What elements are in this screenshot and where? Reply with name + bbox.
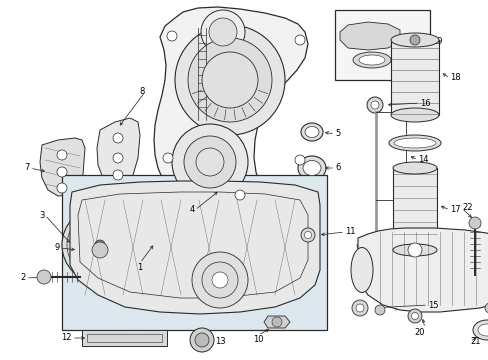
Circle shape bbox=[57, 183, 67, 193]
Text: 1: 1 bbox=[137, 263, 142, 272]
Circle shape bbox=[167, 31, 177, 41]
Circle shape bbox=[407, 309, 421, 323]
Text: 12: 12 bbox=[61, 333, 72, 342]
Circle shape bbox=[468, 217, 480, 229]
Circle shape bbox=[183, 136, 236, 188]
Text: 16: 16 bbox=[419, 99, 430, 108]
Polygon shape bbox=[357, 228, 488, 312]
Circle shape bbox=[294, 155, 305, 165]
Text: 14: 14 bbox=[417, 156, 427, 165]
Bar bbox=[62, 175, 326, 330]
Circle shape bbox=[294, 35, 305, 45]
Text: 4: 4 bbox=[189, 206, 195, 215]
Polygon shape bbox=[40, 138, 85, 196]
Circle shape bbox=[95, 240, 105, 250]
Circle shape bbox=[409, 35, 419, 45]
Circle shape bbox=[196, 148, 224, 176]
Circle shape bbox=[202, 262, 238, 298]
Circle shape bbox=[172, 124, 247, 200]
Circle shape bbox=[192, 252, 247, 308]
Circle shape bbox=[190, 328, 214, 352]
Circle shape bbox=[370, 101, 378, 109]
Bar bbox=[390, 40, 438, 115]
Polygon shape bbox=[97, 118, 140, 184]
Bar bbox=[334, 10, 429, 80]
Circle shape bbox=[271, 317, 282, 327]
Circle shape bbox=[212, 272, 227, 288]
Text: 5: 5 bbox=[334, 130, 340, 139]
Circle shape bbox=[355, 304, 363, 312]
Text: 18: 18 bbox=[449, 73, 460, 82]
Text: 7: 7 bbox=[24, 163, 30, 172]
Circle shape bbox=[484, 303, 488, 313]
Circle shape bbox=[351, 300, 367, 316]
Circle shape bbox=[62, 207, 138, 283]
Ellipse shape bbox=[472, 320, 488, 340]
Circle shape bbox=[411, 312, 418, 320]
Circle shape bbox=[92, 242, 108, 258]
Ellipse shape bbox=[305, 126, 318, 138]
Text: 21: 21 bbox=[469, 338, 480, 346]
Ellipse shape bbox=[390, 108, 438, 122]
Circle shape bbox=[366, 97, 382, 113]
Text: 3: 3 bbox=[40, 211, 45, 220]
Text: 2: 2 bbox=[20, 274, 26, 283]
Ellipse shape bbox=[392, 162, 436, 174]
Circle shape bbox=[37, 270, 51, 284]
Bar bbox=[87, 334, 162, 342]
Circle shape bbox=[201, 10, 244, 54]
Ellipse shape bbox=[350, 248, 372, 292]
Ellipse shape bbox=[297, 156, 325, 180]
Ellipse shape bbox=[301, 123, 323, 141]
Text: 6: 6 bbox=[334, 163, 340, 172]
Ellipse shape bbox=[393, 138, 435, 148]
Circle shape bbox=[202, 52, 258, 108]
Circle shape bbox=[175, 25, 285, 135]
Text: 17: 17 bbox=[449, 206, 460, 215]
Text: 10: 10 bbox=[252, 335, 263, 344]
Bar bbox=[392, 168, 436, 250]
Circle shape bbox=[113, 153, 123, 163]
Text: 11: 11 bbox=[345, 228, 355, 237]
Text: 22: 22 bbox=[461, 203, 471, 212]
Ellipse shape bbox=[303, 161, 320, 175]
Text: 15: 15 bbox=[427, 301, 438, 310]
Ellipse shape bbox=[477, 324, 488, 336]
Circle shape bbox=[195, 333, 208, 347]
Text: 9: 9 bbox=[55, 243, 60, 252]
Circle shape bbox=[235, 190, 244, 200]
Bar bbox=[82, 330, 167, 346]
Circle shape bbox=[301, 228, 314, 242]
Polygon shape bbox=[264, 316, 289, 328]
Circle shape bbox=[113, 133, 123, 143]
Polygon shape bbox=[339, 22, 399, 50]
Ellipse shape bbox=[352, 52, 390, 68]
Text: 19: 19 bbox=[431, 37, 442, 46]
Text: 13: 13 bbox=[215, 338, 225, 346]
Circle shape bbox=[374, 305, 384, 315]
Circle shape bbox=[113, 170, 123, 180]
Circle shape bbox=[407, 243, 421, 257]
Ellipse shape bbox=[358, 55, 384, 65]
Circle shape bbox=[187, 38, 271, 122]
Circle shape bbox=[57, 167, 67, 177]
Circle shape bbox=[57, 150, 67, 160]
Circle shape bbox=[208, 18, 237, 46]
Circle shape bbox=[163, 153, 173, 163]
Text: 8: 8 bbox=[140, 87, 145, 96]
Ellipse shape bbox=[388, 135, 440, 151]
Circle shape bbox=[304, 231, 311, 238]
Ellipse shape bbox=[390, 33, 438, 47]
Text: 20: 20 bbox=[414, 328, 424, 337]
Polygon shape bbox=[70, 181, 319, 314]
Ellipse shape bbox=[392, 244, 436, 256]
Polygon shape bbox=[154, 7, 307, 216]
